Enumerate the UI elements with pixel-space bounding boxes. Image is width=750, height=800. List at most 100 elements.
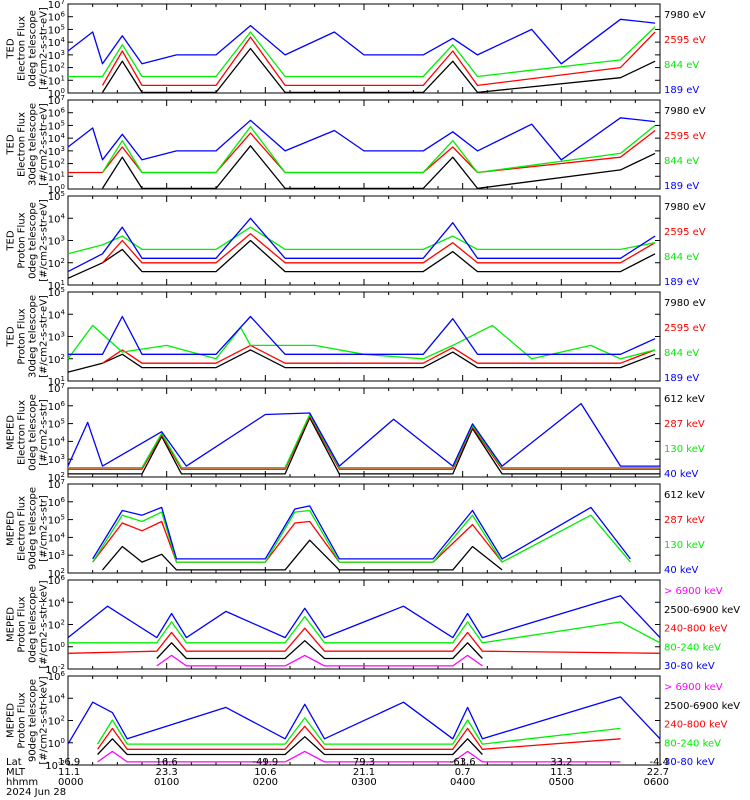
footer-row-label: MLT	[6, 767, 26, 778]
footer-lat-value: 79.3	[353, 757, 375, 768]
legend-label: 189 eV	[664, 85, 699, 96]
series-line-1	[101, 47, 656, 94]
series-line-3	[68, 413, 660, 469]
plot-frame	[67, 579, 661, 670]
series-line-3	[67, 627, 661, 654]
footer-row-label: 2024 Jun 28	[6, 787, 66, 798]
y-tick-label: 101	[48, 170, 65, 183]
y-tick-label: 102	[48, 353, 65, 366]
y-tick-label: 101	[48, 74, 65, 87]
y-tick-label: 103	[48, 49, 65, 62]
plot-frame	[67, 195, 661, 286]
series-line-2	[156, 640, 483, 660]
footer-row-label: hhmm	[6, 777, 38, 788]
y-tick-label: 106	[48, 11, 66, 24]
series-line-4	[67, 18, 656, 65]
y-tick-label: 102	[48, 158, 65, 171]
series-line-1	[156, 654, 483, 667]
series-line-3	[68, 26, 656, 78]
footer-mlt-value: 0.7	[455, 767, 471, 778]
y-axis-title: MEPEDElectron Flux90deg telescope[#/cm2-…	[6, 487, 50, 570]
plot-frame	[67, 99, 661, 190]
legend-label: 240-800 keV	[664, 624, 728, 635]
y-tick-label: 106	[48, 400, 66, 413]
series-line-1	[67, 349, 656, 373]
legend-label: 844 eV	[664, 348, 699, 359]
legend-label: 189 eV	[664, 373, 699, 384]
y-tick-label: 106	[48, 107, 66, 120]
footer-lat-value: 16.9	[58, 757, 80, 768]
footer-hhmm-value: 0500	[549, 777, 574, 788]
series-line-2	[101, 31, 656, 87]
footer-mlt-value: 11.1	[58, 767, 80, 778]
series-line-1	[101, 145, 656, 190]
plot-frame	[67, 291, 661, 382]
footer-row-label: Lat	[6, 757, 22, 768]
y-tick-label: 107	[48, 478, 65, 491]
series-line-4	[68, 615, 661, 644]
y-axis-title: TEDProton Flux0deg telescope[#/cm2-s-str…	[6, 199, 50, 282]
footer-lat-value: 16.6	[156, 757, 178, 768]
legend-label: 7980 eV	[664, 202, 706, 213]
series-line-4	[67, 217, 656, 273]
y-tick-label: 102	[48, 715, 65, 728]
legend-label: > 6900 keV	[664, 586, 723, 597]
y-tick-label: 103	[48, 145, 65, 158]
footer-hhmm-value: 0200	[253, 777, 278, 788]
y-tick-label: 106	[48, 574, 66, 587]
footer-hhmm-value: 0000	[58, 777, 83, 788]
series-line-5	[67, 696, 661, 745]
y-tick-label: 102	[48, 257, 65, 270]
legend-label: 287 keV	[664, 419, 705, 430]
legend-label: 844 eV	[664, 252, 699, 263]
footer-hhmm-value: 0300	[351, 777, 376, 788]
legend-label: 7980 eV	[664, 106, 706, 117]
y-tick-label: 100	[48, 737, 65, 750]
plot-frame	[67, 3, 661, 94]
series-line-2	[68, 415, 660, 470]
footer-hhmm-value: 0400	[450, 777, 475, 788]
series-line-1	[68, 417, 660, 475]
y-tick-label: 107	[48, 0, 65, 11]
legend-label: 2595 eV	[664, 35, 706, 46]
footer-mlt-value: 21.1	[353, 767, 375, 778]
y-tick-label: 105	[48, 23, 65, 36]
legend-label: 80-240 keV	[664, 738, 721, 749]
y-tick-label: 104	[48, 596, 66, 609]
footer-mlt-value: 23.3	[156, 767, 178, 778]
y-tick-label: 104	[48, 132, 66, 145]
y-tick-label: 107	[48, 94, 65, 107]
y-tick-label: 102	[48, 619, 65, 632]
series-line-4	[97, 717, 621, 745]
footer-hhmm-value: 0600	[644, 777, 669, 788]
legend-label: 130 keV	[664, 540, 705, 551]
y-tick-label: 103	[48, 549, 65, 562]
footer-mlt-value: 10.6	[254, 767, 276, 778]
y-tick-label: 104	[48, 36, 66, 49]
series-line-4	[92, 505, 631, 560]
series-line-1	[67, 239, 656, 279]
series-line-3	[97, 725, 621, 750]
y-tick-label: 105	[48, 286, 65, 299]
footer-lat-value: -4.4	[649, 757, 669, 768]
series-line-2	[102, 233, 656, 264]
footer-mlt-value: 22.7	[647, 767, 669, 778]
y-axis-title: MEPEDProton Flux90deg telescope[#/cm2-s-…	[6, 676, 50, 764]
legend-label: 2595 eV	[664, 323, 706, 334]
legend-label: 287 keV	[664, 515, 705, 526]
series-line-3	[67, 324, 656, 360]
y-tick-label: 100	[48, 641, 65, 654]
series-line-4	[67, 117, 656, 161]
y-axis-title: TEDElectron Flux0deg telescope[#/cm2-s-s…	[6, 7, 50, 90]
legend-label: 2500-6900 keV	[664, 605, 740, 616]
y-axis-title: TEDElectron Flux30deg telescope[#/cm2-s-…	[6, 103, 50, 186]
y-tick-label: 103	[48, 331, 65, 344]
footer-lat-value: -63.6	[450, 757, 476, 768]
